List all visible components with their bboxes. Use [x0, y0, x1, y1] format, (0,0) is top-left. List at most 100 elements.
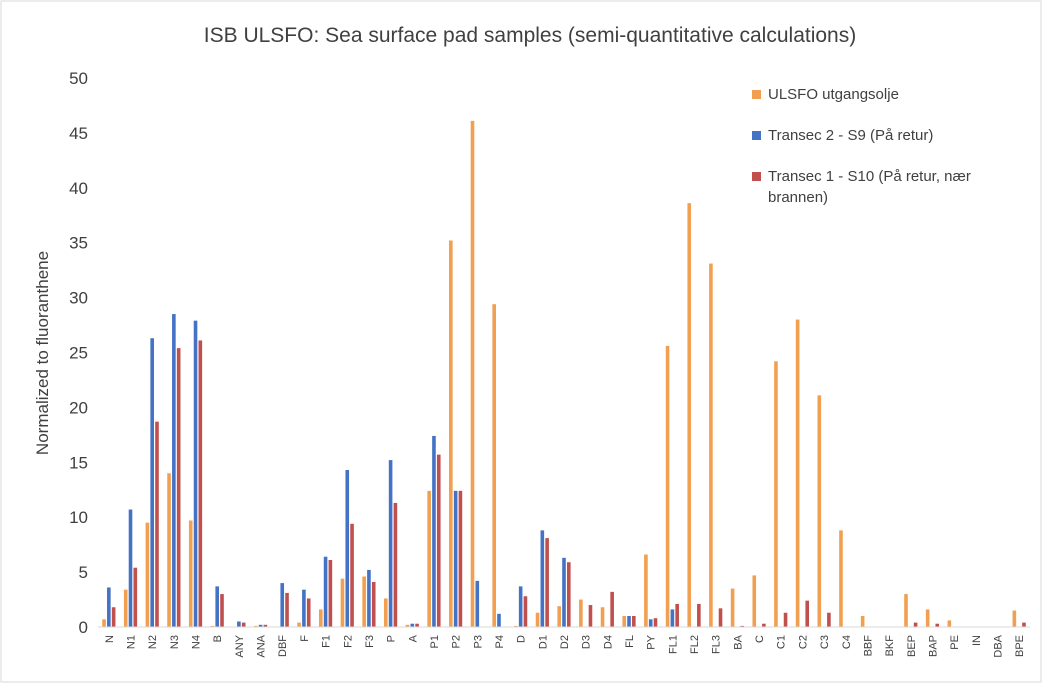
bar [718, 608, 723, 627]
x-tick-label: N3 [169, 635, 181, 649]
bar [523, 596, 528, 627]
x-tick-label: D2 [559, 635, 571, 649]
legend-label: Transec 2 - S9 (På retur) [768, 127, 934, 144]
bar [783, 612, 788, 627]
bar [827, 612, 831, 627]
x-tick-label: D4 [602, 635, 614, 649]
legend-swatch [752, 131, 761, 140]
bar [492, 304, 496, 627]
bar [384, 598, 388, 627]
y-tick-label: 45 [69, 124, 88, 143]
bar [453, 490, 458, 627]
bar [449, 240, 453, 627]
x-tick-label: P [386, 635, 398, 642]
x-tick-label: PE [949, 635, 961, 650]
bar [458, 490, 463, 627]
bar [237, 621, 241, 627]
bar [306, 598, 311, 627]
x-tick-label: ANY [234, 634, 246, 657]
bar [567, 562, 571, 627]
bar [107, 587, 111, 627]
bar [193, 320, 198, 627]
bar [280, 583, 285, 627]
x-tick-label: BA [732, 634, 744, 649]
bar [935, 623, 940, 627]
legend-item: Transec 1 - S10 (På retur, nær brannen) [752, 166, 1022, 208]
bar [913, 622, 918, 627]
x-tick-label: P4 [494, 635, 506, 648]
y-tick-label: 20 [69, 398, 88, 417]
x-tick-label: N2 [147, 635, 159, 649]
bar [622, 616, 627, 627]
bar [393, 502, 398, 627]
x-tick-label: F2 [342, 635, 354, 648]
bar [540, 530, 545, 627]
bar [415, 623, 419, 627]
x-tick-label: FL3 [711, 635, 723, 654]
bar [687, 203, 692, 627]
legend: ULSFO utgangsolje Transec 2 - S9 (På retu… [752, 84, 1022, 228]
bar [774, 361, 778, 627]
chart-title: ISB ULSFO: Sea surface pad samples (semi… [204, 24, 856, 47]
bar [805, 600, 810, 627]
bar [709, 263, 713, 627]
x-tick-label: DBF [277, 635, 289, 657]
x-tick-label: FL1 [667, 635, 679, 654]
x-tick-label: D [516, 635, 528, 643]
bar [150, 338, 154, 627]
y-tick-label: 10 [69, 508, 88, 527]
bar [297, 622, 301, 627]
legend-item: ULSFO utgangsolje [752, 84, 1022, 105]
bar [155, 421, 159, 627]
x-tick-label: BBF [862, 635, 874, 657]
bar [176, 348, 181, 627]
bar [557, 606, 561, 627]
bar [210, 625, 215, 627]
bar [518, 586, 523, 627]
x-tick-label: C4 [841, 635, 853, 649]
bar [215, 586, 220, 627]
x-tick-label: ANA [256, 634, 268, 657]
bar [133, 567, 138, 627]
bar [545, 538, 549, 627]
bar [562, 557, 566, 627]
y-tick-label: 30 [69, 289, 88, 308]
x-tick-label: IN [971, 635, 983, 646]
bar [514, 625, 518, 627]
bar [1012, 610, 1017, 627]
bar [345, 469, 350, 627]
bar [627, 616, 631, 627]
bar [675, 603, 679, 627]
y-tick-label: 0 [79, 618, 88, 637]
x-tick-label: F3 [364, 635, 376, 648]
x-tick-label: B [212, 635, 224, 642]
bar [167, 473, 171, 627]
x-tick-label: N4 [191, 635, 203, 649]
y-tick-label: 50 [69, 69, 88, 88]
bar [371, 581, 376, 627]
bar [318, 609, 323, 627]
legend-swatch [752, 90, 761, 99]
bar [432, 435, 436, 627]
bar [362, 576, 366, 627]
bar [323, 556, 328, 627]
x-tick-label: BAP [927, 635, 939, 657]
x-tick-label: C3 [819, 635, 831, 649]
bar [102, 619, 106, 627]
x-tick-label: D1 [537, 635, 549, 649]
x-tick-label: P1 [429, 635, 441, 648]
bar [752, 575, 757, 627]
bar [328, 560, 333, 627]
bar [795, 319, 800, 627]
bar [253, 625, 258, 627]
x-tick-label: FL [624, 635, 636, 648]
bar [860, 616, 865, 627]
bar [427, 490, 431, 627]
bar [665, 345, 670, 627]
bar [111, 607, 116, 627]
bar [172, 314, 176, 627]
bar [644, 554, 648, 627]
x-tick-label: D3 [581, 635, 593, 649]
y-tick-label: 15 [69, 453, 88, 472]
